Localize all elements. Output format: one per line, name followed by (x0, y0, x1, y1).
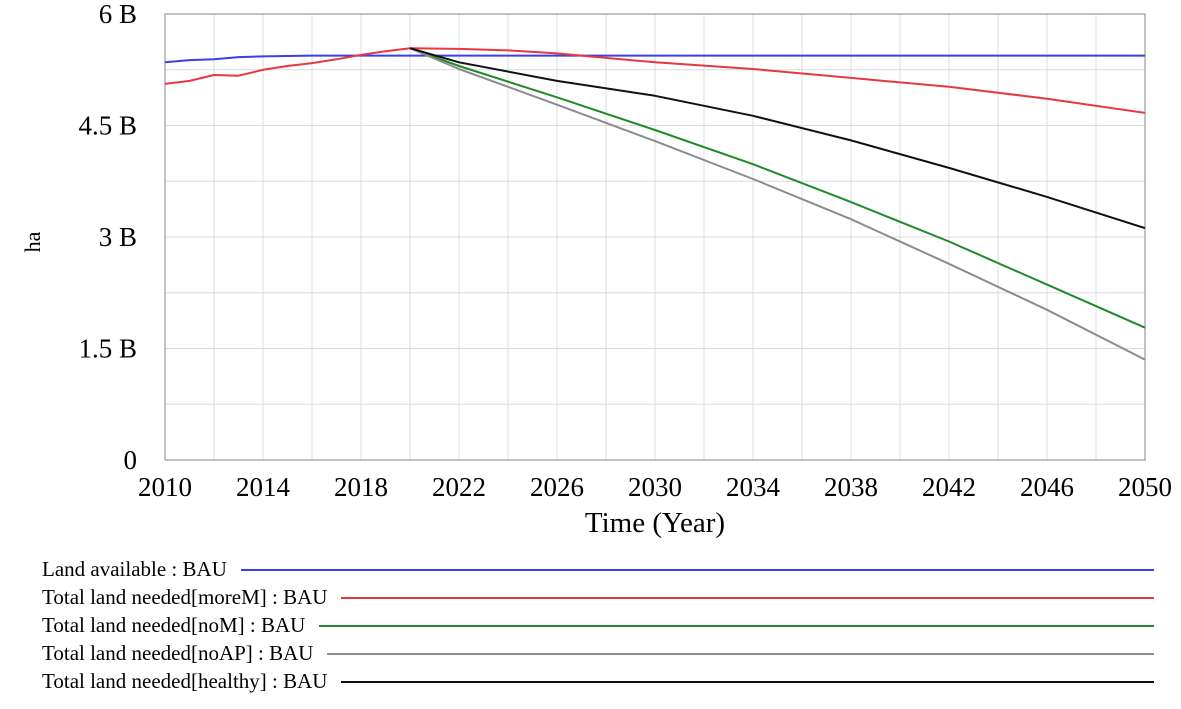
legend-label: Land available : BAU (42, 555, 241, 583)
series-line-5 (409, 47, 1146, 230)
series-lines (164, 47, 1146, 361)
legend-label: Total land needed[moreM] : BAU (42, 583, 342, 611)
legend-item: Land available : BAU (42, 555, 1154, 583)
x-tick-label: 2042 (922, 472, 976, 502)
legend-label: Total land needed[noM] : BAU (42, 611, 320, 639)
x-tick-label: 2010 (138, 472, 192, 502)
legend-item: Total land needed[moreM] : BAU (42, 583, 1154, 611)
series-line-1 (164, 54, 1145, 64)
plot-area-frame (164, 13, 1146, 461)
legend-swatch-line (327, 653, 1154, 655)
legend: Land available : BAU Total land needed[mo… (42, 555, 1154, 695)
x-axis-title: Time (Year) (585, 507, 725, 539)
series-line-3 (409, 47, 1146, 329)
y-tick-label: 1.5 B (78, 334, 137, 364)
legend-item: Total land needed[noAP] : BAU (42, 639, 1154, 667)
legend-swatch-line (241, 569, 1154, 571)
x-tick-label: 2030 (628, 472, 682, 502)
legend-swatch-line (319, 625, 1154, 627)
y-tick-labels: 0 1.5 B 3 B 4.5 B 6 B (78, 0, 137, 475)
x-tick-label: 2046 (1020, 472, 1074, 502)
series-line-4 (409, 47, 1146, 361)
y-tick-label: 3 B (99, 222, 137, 252)
legend-item: Total land needed[noM] : BAU (42, 611, 1154, 639)
x-tick-label: 2014 (236, 472, 291, 502)
y-tick-label: 0 (124, 445, 138, 475)
x-tick-label: 2034 (726, 472, 781, 502)
x-tick-labels: 2010 2014 2018 2022 2026 2030 2034 2038 2042 2046… (138, 472, 1172, 502)
x-tick-label: 2018 (334, 472, 388, 502)
x-tick-label: 2026 (530, 472, 584, 502)
legend-label: Total land needed[healthy] : BAU (42, 667, 342, 695)
x-tick-label: 2050 (1118, 472, 1172, 502)
legend-swatch-line (341, 681, 1154, 683)
y-tick-label: 6 B (99, 0, 137, 29)
legend-label: Total land needed[noAP] : BAU (42, 639, 328, 667)
y-axis-title: ha (20, 231, 45, 252)
legend-swatch-line (341, 597, 1154, 599)
y-tick-label: 4.5 B (78, 111, 137, 141)
x-tick-label: 2038 (824, 472, 878, 502)
x-tick-label: 2022 (432, 472, 486, 502)
chart: 01.5 B3 B4.5 B6 B 2010 2014 2018 2022 2026 20… (20, 0, 1172, 539)
legend-item: Total land needed[healthy] : BAU (42, 667, 1154, 695)
grid (165, 14, 1145, 460)
